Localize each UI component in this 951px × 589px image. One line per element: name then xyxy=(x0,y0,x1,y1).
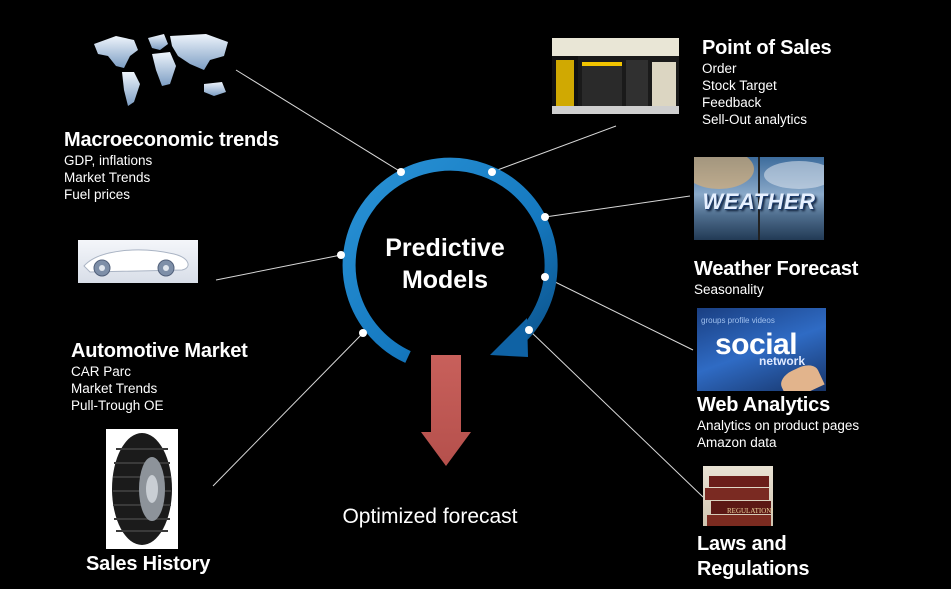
pos-block: Point of Sales Order Stock Target Feedba… xyxy=(702,36,832,129)
pos-item: Feedback xyxy=(702,94,762,110)
ring-arrowhead xyxy=(490,318,528,357)
connector-pos xyxy=(491,125,617,173)
laws-block: Laws and Regulations xyxy=(697,532,809,582)
connector-laws xyxy=(528,329,704,498)
macro-item: Fuel prices xyxy=(64,186,131,202)
social-network-image: groups profile videos social network xyxy=(697,308,826,391)
pos-item: Order xyxy=(702,61,737,76)
pos-item: Sell-Out analytics xyxy=(702,111,808,127)
network-image-text: network xyxy=(759,354,806,368)
cycle-ring xyxy=(342,157,558,363)
connector-weather xyxy=(544,195,691,218)
weather-title: Weather Forecast xyxy=(694,258,859,280)
macro-item: Market Trends xyxy=(64,169,151,185)
automotive-block: Automotive Market CAR Parc Market Trends… xyxy=(71,339,248,415)
regulations-book-text: REGULATIONS xyxy=(727,507,773,515)
law-books-image: REGULATIONS xyxy=(703,466,773,526)
dot-macro xyxy=(397,168,405,176)
macro-title: Macroeconomic trends xyxy=(64,129,279,151)
center-line-1: Predictive xyxy=(385,234,505,262)
macro-item: GDP, inflations xyxy=(64,153,153,168)
automotive-item: Pull-Trough OE xyxy=(71,397,164,413)
sales-block: Sales History xyxy=(86,552,210,577)
laws-title-line-1: Laws and xyxy=(697,533,787,555)
sales-title: Sales History xyxy=(86,553,211,575)
world-map-image xyxy=(86,26,236,112)
weather-item: Seasonality xyxy=(694,282,764,297)
dot-laws xyxy=(525,326,533,334)
weather-image: WEATHER xyxy=(694,157,824,240)
dot-automotive xyxy=(337,251,345,259)
center-line-2: Models xyxy=(401,266,489,294)
dot-pos xyxy=(488,168,496,176)
connector-web xyxy=(544,276,694,351)
web-item: Analytics on product pages xyxy=(697,418,860,433)
tire-shop-photo xyxy=(552,38,679,114)
optimized-forecast-label: Optimized forecast xyxy=(342,505,518,528)
dot-web xyxy=(541,273,549,281)
weather-image-text: WEATHER xyxy=(702,189,816,214)
dot-weather xyxy=(541,213,549,221)
macro-block: Macroeconomic trends GDP, inflations Mar… xyxy=(64,128,279,204)
automotive-title: Automotive Market xyxy=(71,340,248,362)
pos-item: Stock Target xyxy=(702,77,777,93)
output-arrow xyxy=(421,355,471,466)
social-image-text: social xyxy=(715,328,798,361)
web-block: Web Analytics Analytics on product pages… xyxy=(697,393,859,452)
automotive-item: Market Trends xyxy=(71,380,158,396)
laws-title-line-2: Regulations xyxy=(697,558,810,580)
tire-image xyxy=(106,429,178,549)
center-title: Predictive Models xyxy=(360,232,530,296)
automotive-item: CAR Parc xyxy=(71,364,132,379)
dot-sales xyxy=(359,329,367,337)
concept-car-image xyxy=(78,240,198,283)
weather-block: Weather Forecast Seasonality xyxy=(694,257,858,299)
connector-macro xyxy=(235,69,402,173)
web-item: Amazon data xyxy=(697,434,777,450)
web-title: Web Analytics xyxy=(697,394,830,416)
pos-title: Point of Sales xyxy=(702,37,832,59)
connector-automotive xyxy=(215,254,342,281)
connector-sales xyxy=(212,332,364,487)
